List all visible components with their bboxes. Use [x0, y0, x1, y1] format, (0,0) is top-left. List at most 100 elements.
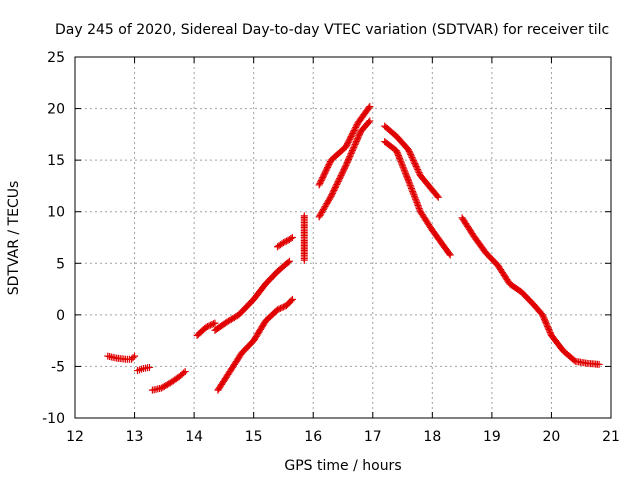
data-point-trail [351, 125, 359, 133]
data-point-trail [542, 318, 550, 326]
data-point-trail [542, 320, 550, 328]
x-tick-label: 16 [304, 429, 322, 445]
data-point-trail [343, 160, 351, 168]
y-tick-label: 20 [47, 102, 65, 118]
data-point-trail [338, 169, 346, 177]
data-point [157, 384, 165, 392]
data-point [539, 311, 547, 319]
data-point-trail [279, 303, 287, 311]
data-point-trail [543, 321, 551, 329]
series-arc-8 [300, 212, 308, 264]
x-tick-label: 17 [364, 429, 382, 445]
data-point-trail [540, 315, 548, 323]
data-point-trail [345, 137, 353, 145]
y-tick-label: 15 [47, 153, 65, 169]
data-point-trail [414, 166, 422, 174]
data-point-trail [409, 155, 417, 163]
data-point-trail [284, 258, 292, 266]
data-point-trail [352, 123, 360, 131]
data-point-trail [352, 138, 360, 146]
data-point-trail [287, 297, 295, 305]
data-point-trail [410, 158, 418, 166]
data-point-trail [570, 356, 578, 364]
data-point-trail [325, 195, 333, 203]
data-point-trail [347, 132, 355, 140]
data-point-trail [343, 141, 351, 149]
data-point [366, 103, 374, 111]
data-point-trail [408, 153, 416, 161]
x-axis-label: GPS time / hours [284, 458, 401, 474]
data-point [145, 363, 153, 371]
data-point-trail [353, 136, 361, 144]
data-point [279, 239, 287, 247]
data-point-trail [326, 194, 334, 202]
data-point [342, 143, 350, 151]
data-point-trail [348, 131, 356, 139]
data-point-trail [209, 320, 217, 328]
data-point-trail [346, 152, 354, 160]
series-arc-11 [381, 122, 442, 201]
data-point [446, 251, 454, 259]
data-point-trail [336, 173, 344, 181]
y-axis-label: SDTVAR / TECUs [6, 181, 22, 296]
data-point-trail [350, 144, 358, 152]
data-point [366, 117, 374, 125]
data-point-trail [356, 130, 364, 138]
x-tick-label: 13 [126, 429, 144, 445]
data-point-trail [333, 180, 341, 188]
y-tick-label: 10 [47, 205, 65, 221]
data-point-trail [278, 304, 286, 312]
series-arc-9 [315, 117, 374, 221]
data-point-trail [331, 183, 339, 191]
y-tick-label: 25 [47, 50, 65, 66]
data-point-trail [340, 166, 348, 174]
data-point-trail [415, 169, 423, 177]
series-arc-4 [193, 319, 219, 339]
series-arc-12 [381, 138, 454, 259]
data-point-trail [281, 238, 289, 246]
data-point-trail [354, 135, 362, 143]
y-tick-label: -5 [51, 359, 65, 375]
data-point-trail [433, 192, 441, 200]
data-point-trail [544, 324, 552, 332]
data-point-trail [354, 133, 362, 141]
data-point-trail [321, 203, 329, 211]
data-point-trail [163, 381, 171, 389]
data-point-trail [162, 382, 170, 390]
data-point-trail [331, 185, 339, 193]
data-point-trail [541, 317, 549, 325]
data-point [285, 257, 293, 265]
data-point-trail [405, 147, 413, 155]
data-point-trail [349, 128, 357, 136]
series-arc-13 [458, 214, 603, 368]
data-point-trail [346, 134, 354, 142]
data-point-trail [546, 327, 554, 335]
data-point-trail [345, 155, 353, 163]
x-tick-label: 12 [66, 429, 84, 445]
data-point-trail [330, 186, 338, 194]
data-point-trail [348, 148, 356, 156]
data-point [327, 192, 335, 200]
series-arc-2 [134, 363, 153, 375]
data-point-trail [322, 201, 330, 209]
data-point [128, 355, 136, 363]
data-point [273, 306, 281, 314]
data-point-trail [407, 150, 415, 158]
data-point-trail [318, 208, 326, 216]
y-tick-label: 5 [56, 256, 65, 272]
data-point-trail [159, 383, 167, 391]
series-arc-7 [273, 234, 296, 251]
data-point-trail [319, 206, 327, 214]
data-point-trail [412, 161, 420, 169]
data-point [131, 352, 139, 360]
data-point-trail [316, 211, 324, 219]
data-point [288, 234, 296, 241]
y-tick-label: -10 [42, 411, 65, 427]
data-point-trail [349, 145, 357, 153]
data-point-trail [407, 152, 415, 160]
x-tick-label: 20 [543, 429, 561, 445]
data-point-trail [411, 159, 419, 167]
data-point-trail [341, 164, 349, 172]
data-point-trail [414, 167, 422, 175]
